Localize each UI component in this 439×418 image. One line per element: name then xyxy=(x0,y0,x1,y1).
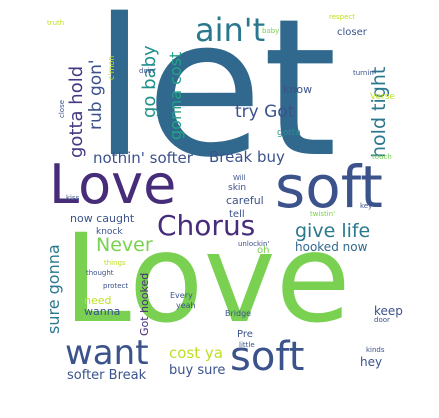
word-let: let xyxy=(93,0,338,199)
word-nothin-softer: nothin' softer xyxy=(93,149,193,167)
word-closer: closer xyxy=(337,27,367,38)
word-love-medium: Love xyxy=(49,153,177,216)
word-never: Never xyxy=(96,234,153,256)
word-got-hooked: Got hooked xyxy=(138,272,151,336)
word-things: things xyxy=(104,259,126,267)
word-touch: touch xyxy=(372,153,392,161)
word-door: door xyxy=(374,316,390,324)
word-gotta-small: gotta xyxy=(277,128,301,138)
word-knock: knock xyxy=(96,227,123,237)
word-every: Every xyxy=(170,291,193,300)
word-twistin: twistin' xyxy=(310,210,336,218)
word-know: know xyxy=(283,83,313,96)
word-kiss: kiss xyxy=(66,194,80,202)
word-hooked-now: hooked now xyxy=(295,240,368,254)
word-soft-upper: soft xyxy=(275,153,383,221)
word-verse: Verse xyxy=(370,92,395,102)
word-hey: hey xyxy=(360,355,383,369)
word-soft-lower: soft xyxy=(230,334,305,380)
word-aint: ain't xyxy=(195,11,266,49)
word-cost-ya: cost ya xyxy=(169,344,223,362)
word-cmon: c'mon xyxy=(107,55,116,80)
word-need: need xyxy=(84,294,112,307)
word-tell: tell xyxy=(229,209,245,220)
word-now-caught: now caught xyxy=(70,212,135,225)
word-skin: skin xyxy=(228,183,247,193)
word-cloud: let Love soft Love soft Chorus want ain'… xyxy=(43,0,413,380)
word-go-baby: go baby xyxy=(139,45,160,118)
word-yeah: yeah xyxy=(176,301,196,310)
word-doin: doin' xyxy=(139,67,157,75)
word-try-got: try Got xyxy=(235,102,295,122)
word-will: Will xyxy=(233,174,246,182)
word-buy-sure: buy sure xyxy=(169,363,226,378)
word-respect: respect xyxy=(329,13,356,21)
word-keep: keep xyxy=(374,304,403,318)
word-thought: thought xyxy=(86,269,114,277)
word-unlockin: unlockin' xyxy=(238,240,270,248)
word-want: want xyxy=(65,333,149,373)
word-oh: oh xyxy=(257,245,270,256)
word-wanna: wanna xyxy=(84,305,121,318)
word-bridge: Bridge xyxy=(225,309,252,318)
word-hold-tight: hold tight xyxy=(368,66,390,158)
word-gonna-cost: gonna cost xyxy=(166,51,185,140)
word-break-buy: Break buy xyxy=(209,148,285,166)
word-close: close xyxy=(58,99,66,118)
word-pre: Pre xyxy=(237,329,253,340)
word-rub-gon: rub gon' xyxy=(86,59,106,130)
word-protect: protect xyxy=(103,282,129,290)
word-kinds: kinds xyxy=(366,346,385,354)
word-baby: baby xyxy=(262,27,280,35)
word-little: little xyxy=(239,341,255,349)
word-give-life: give life xyxy=(295,220,371,242)
word-love-large: Love xyxy=(63,208,351,350)
word-chorus: Chorus xyxy=(157,209,256,242)
word-careful: careful xyxy=(226,194,264,207)
word-gotta-hold: gotta hold xyxy=(66,65,87,158)
word-softer-break: softer Break xyxy=(67,368,147,380)
word-key: key xyxy=(360,202,373,210)
word-turnin: turnin' xyxy=(353,69,376,77)
word-truth: truth xyxy=(47,19,65,27)
word-sure-gonna: sure gonna xyxy=(44,244,63,334)
